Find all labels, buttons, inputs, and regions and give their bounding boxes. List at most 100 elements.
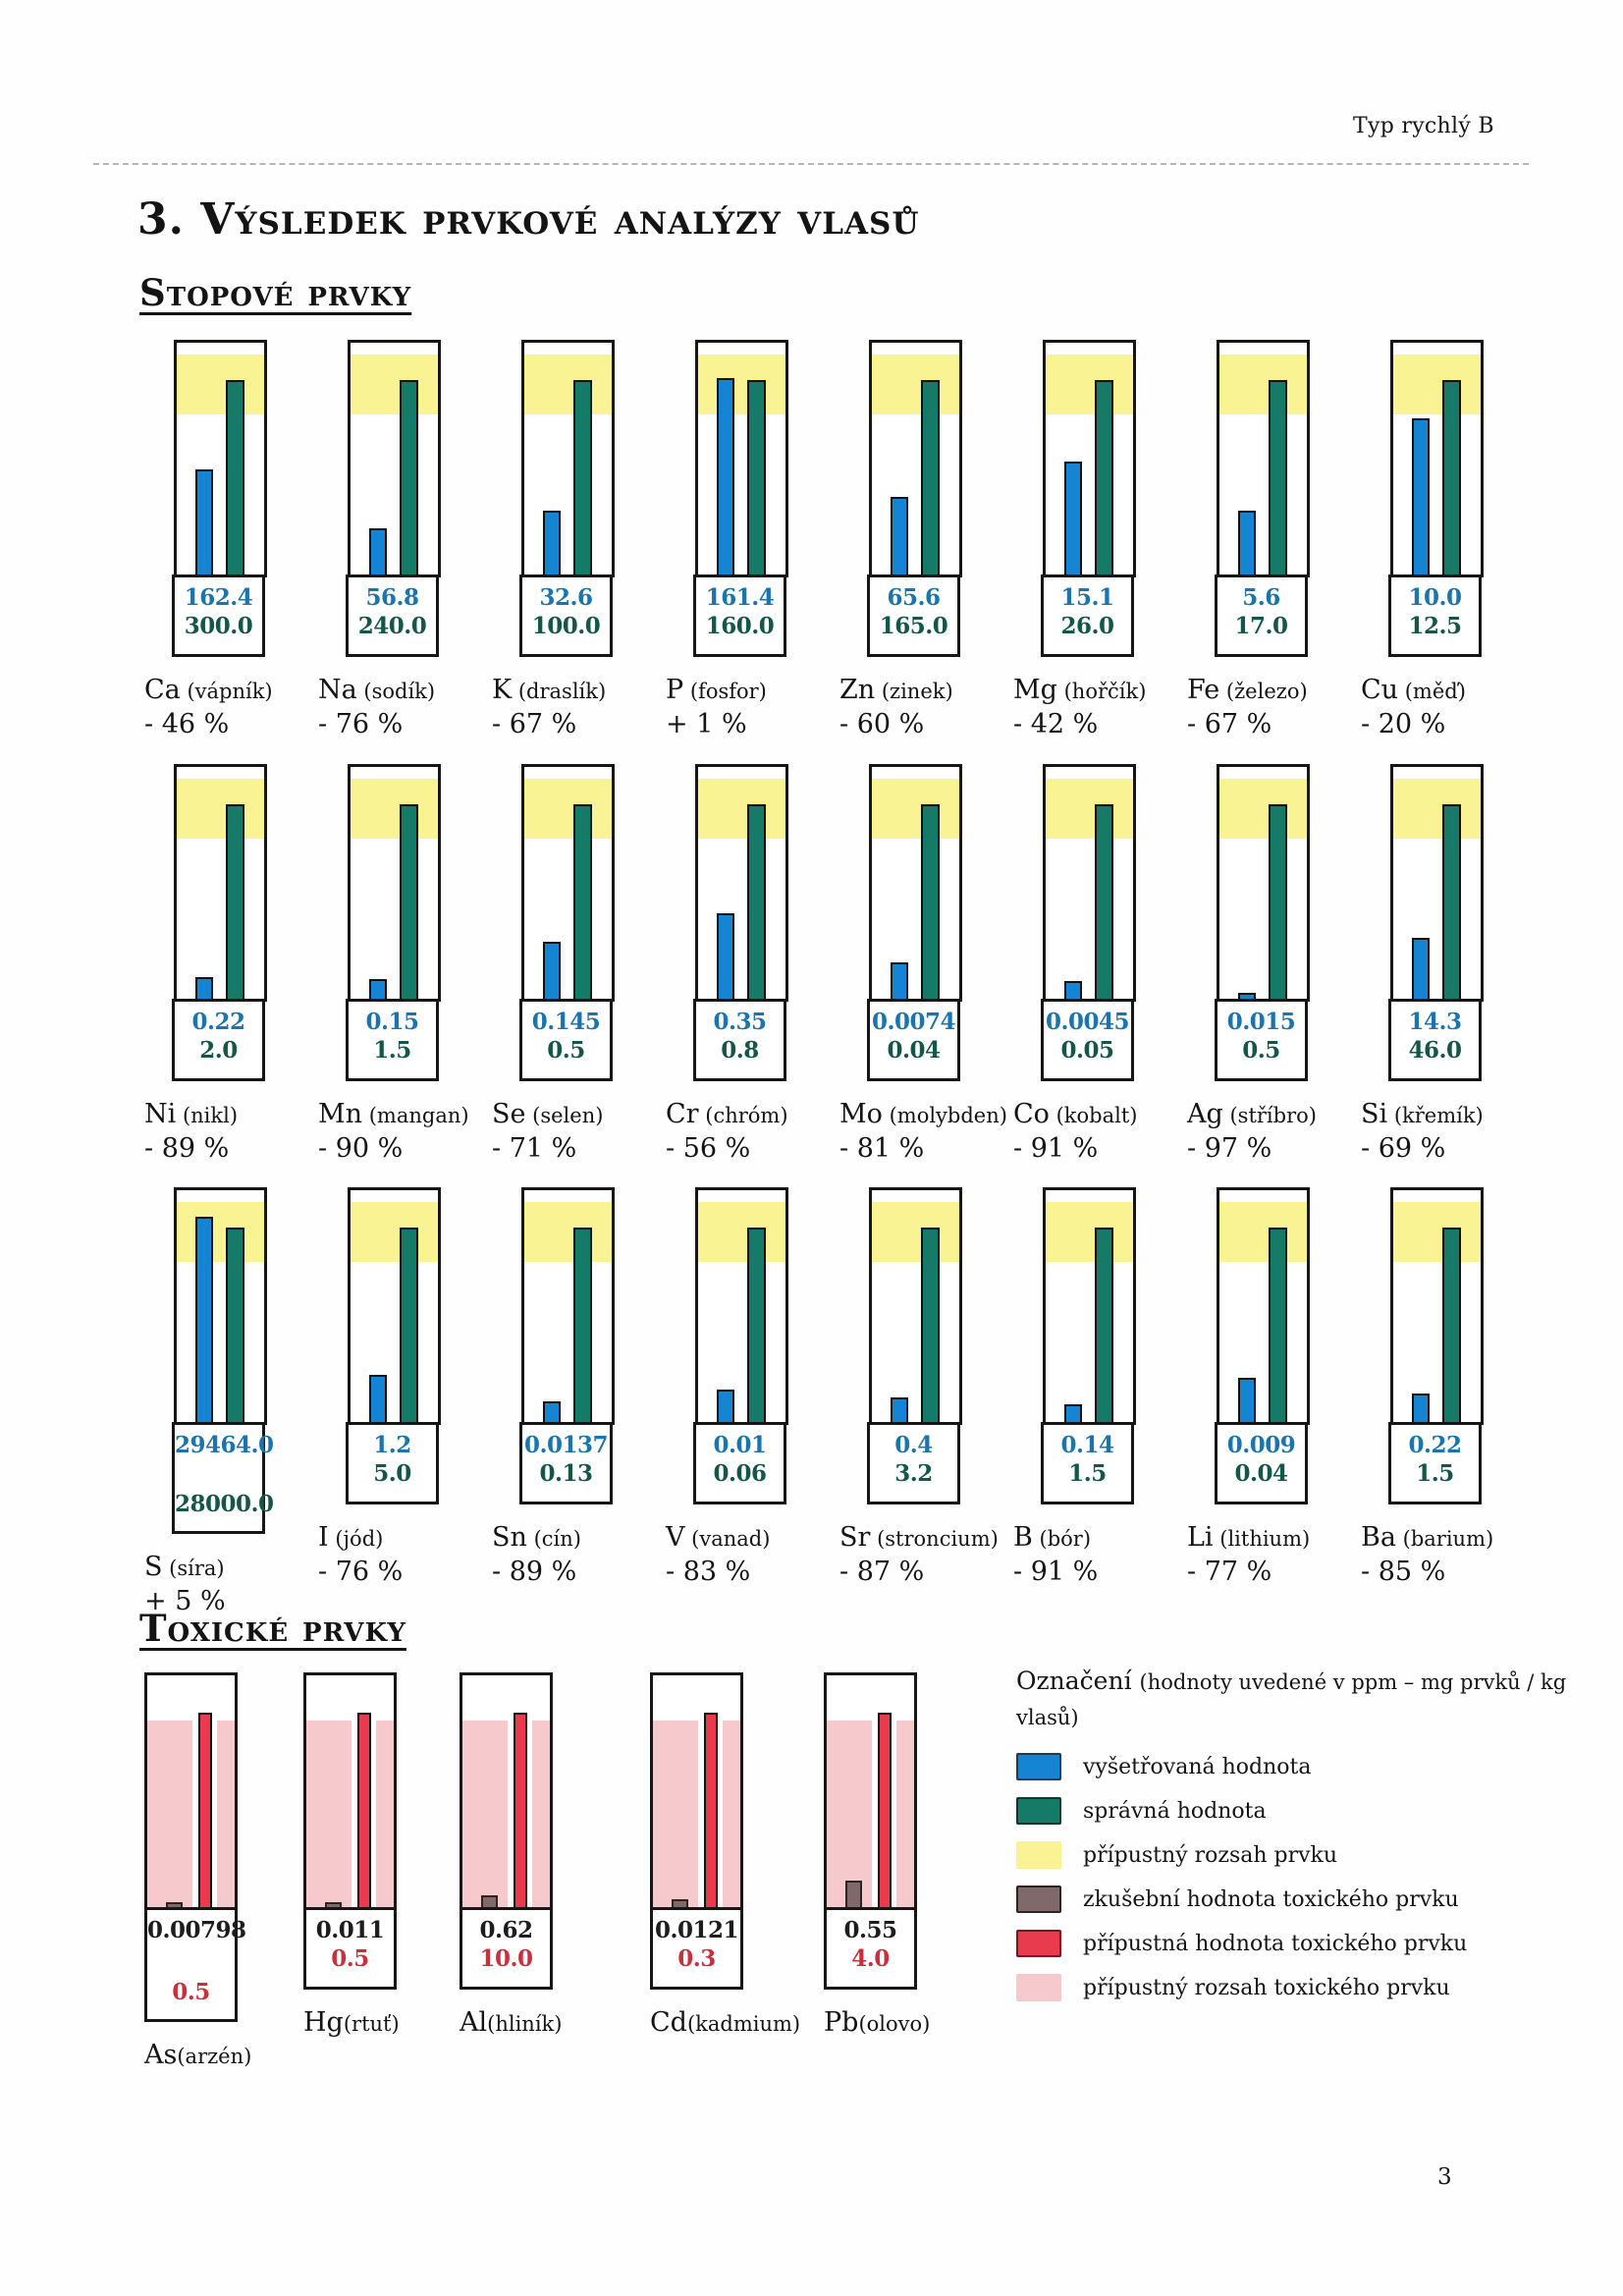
legend-label: přípustná hodnota toxického prvku <box>1083 1931 1468 1956</box>
trace-chart-Ca: 162.4 300.0 Ca (vápník) - 46 % <box>144 340 318 739</box>
reference-bar <box>746 1227 766 1422</box>
element-symbol: I <box>318 1522 329 1553</box>
measured-bar <box>890 1397 909 1422</box>
value-box-Sr: 0.4 3.2 <box>867 1422 960 1504</box>
deviation-percent: + 1 % <box>666 709 747 739</box>
toxic-limit-value: 0.5 <box>172 1979 210 2006</box>
acceptable-range-band <box>698 1202 785 1262</box>
element-label: Mg (hořčík) <box>1013 675 1187 705</box>
deviation-percent: - 56 % <box>666 1133 751 1164</box>
trace-chart-Cr: 0.35 0.8 Cr (chróm) - 56 % <box>666 764 839 1164</box>
measured-bar <box>716 1389 735 1422</box>
element-label: Ca (vápník) <box>144 675 318 705</box>
measured-value: 14.3 <box>1408 1009 1462 1035</box>
value-box-Mg: 15.1 26.0 <box>1041 574 1134 657</box>
section-heading-trace: Stopové prvky <box>139 271 412 314</box>
trace-chart-Ni: 0.22 2.0 Ni (nikl) - 89 % <box>144 764 318 1164</box>
toxic-limit-bar <box>703 1712 718 1907</box>
measured-bar <box>194 1217 214 1422</box>
element-label: Sn (cín) <box>492 1522 666 1553</box>
reference-bar <box>1441 1227 1461 1422</box>
element-czech-name: (jód) <box>328 1527 384 1551</box>
chart-V <box>695 1187 788 1425</box>
deviation-percent: - 76 % <box>318 1557 404 1587</box>
toxic-range-band <box>653 1721 699 1907</box>
acceptable-range-band <box>351 779 438 839</box>
reference-bar <box>920 1227 940 1422</box>
element-czech-name: (kobalt) <box>1049 1104 1138 1127</box>
reference-value: 165.0 <box>879 612 948 639</box>
reference-bar <box>572 379 592 574</box>
element-czech-name: (fosfor) <box>683 680 767 703</box>
chart-Hg <box>303 1672 397 1910</box>
element-czech-name: (arzén) <box>177 2045 252 2068</box>
element-label: Se (selen) <box>492 1099 666 1129</box>
element-czech-name: (selen) <box>525 1104 604 1127</box>
legend-swatch <box>1016 1797 1061 1825</box>
scan-artifact-line <box>93 163 1529 165</box>
element-symbol: Sr <box>839 1522 871 1553</box>
measured-bar <box>368 528 388 574</box>
value-box-Si: 14.3 46.0 <box>1388 999 1482 1081</box>
section-heading-toxic: Toxické prvky <box>139 1607 406 1650</box>
chart-Cr <box>695 764 788 1002</box>
acceptable-range-band <box>1046 779 1133 839</box>
value-box-P: 161.4 160.0 <box>693 574 786 657</box>
chart-Al <box>460 1672 553 1910</box>
acceptable-range-band <box>1393 779 1481 839</box>
reference-bar <box>1268 379 1287 574</box>
toxic-test-bar <box>165 1901 184 1907</box>
deviation-percent: - 91 % <box>1013 1133 1099 1164</box>
reference-bar <box>1094 1227 1113 1422</box>
measured-bar <box>1063 981 1083 999</box>
legend-item: přípustná hodnota toxického prvku <box>1016 1922 1596 1966</box>
measured-value: 162.4 <box>184 584 253 611</box>
toxic-range-band <box>147 1721 193 1907</box>
element-label: Pb(olovo) <box>824 2007 981 2038</box>
measured-value: 0.009 <box>1226 1432 1296 1458</box>
legend-item: zkušební hodnota toxického prvku <box>1016 1878 1596 1922</box>
element-label: Ag (stříbro) <box>1187 1099 1361 1129</box>
value-box-S: 29464.0 28000.0 <box>172 1422 274 1534</box>
toxic-limit-bar <box>877 1712 892 1907</box>
deviation-percent: - 20 % <box>1361 709 1446 739</box>
element-label: As(arzén) <box>144 2040 301 2070</box>
acceptable-range-band <box>177 1202 264 1262</box>
measured-value: 0.0045 <box>1045 1009 1130 1035</box>
reference-value: 0.5 <box>547 1036 585 1064</box>
trace-chart-Sn: 0.0137 0.13 Sn (cín) - 89 % <box>492 1187 666 1616</box>
trace-chart-Co: 0.0045 0.05 Co (kobalt) - 91 % <box>1013 764 1187 1164</box>
measured-bar <box>716 378 735 574</box>
toxic-range-band <box>217 1721 235 1907</box>
toxic-test-bar <box>844 1880 863 1907</box>
reference-bar <box>920 803 940 999</box>
element-czech-name: (měď) <box>1398 680 1466 703</box>
value-box-Ba: 0.22 1.5 <box>1388 1422 1482 1504</box>
legend-swatch <box>1016 1974 1061 2001</box>
toxic-limit-bar <box>513 1712 527 1907</box>
trace-chart-B: 0.14 1.5 B (bór) - 91 % <box>1013 1187 1187 1616</box>
element-symbol: P <box>666 675 684 705</box>
trace-chart-Cu: 10.0 12.5 Cu (měď) - 20 % <box>1361 340 1535 739</box>
deviation-percent: - 67 % <box>1187 709 1272 739</box>
legend-swatch <box>1016 1753 1061 1780</box>
chart-K <box>521 340 615 577</box>
element-label: V (vanad) <box>666 1522 839 1553</box>
toxic-chart-Pb: 0.55 4.0 Pb(olovo) <box>824 1672 981 2038</box>
deviation-percent: - 67 % <box>492 709 577 739</box>
chart-I <box>348 1187 441 1425</box>
chart-Mn <box>348 764 441 1002</box>
legend: Označení (hodnoty uvedené v ppm – mg prv… <box>1016 1664 1596 2010</box>
measured-bar <box>368 979 388 999</box>
element-symbol: Na <box>318 675 357 705</box>
reference-value: 0.04 <box>1234 1459 1288 1487</box>
toxic-limit-value: 4.0 <box>851 1944 890 1972</box>
deviation-percent: - 71 % <box>492 1133 577 1164</box>
reference-bar <box>746 803 766 999</box>
legend-label: přípustný rozsah prvku <box>1083 1842 1338 1868</box>
measured-value: 161.4 <box>705 584 775 611</box>
element-czech-name: (rtuť) <box>343 2012 400 2036</box>
measured-value: 15.1 <box>1060 584 1114 611</box>
value-box-Mn: 0.15 1.5 <box>346 999 439 1081</box>
